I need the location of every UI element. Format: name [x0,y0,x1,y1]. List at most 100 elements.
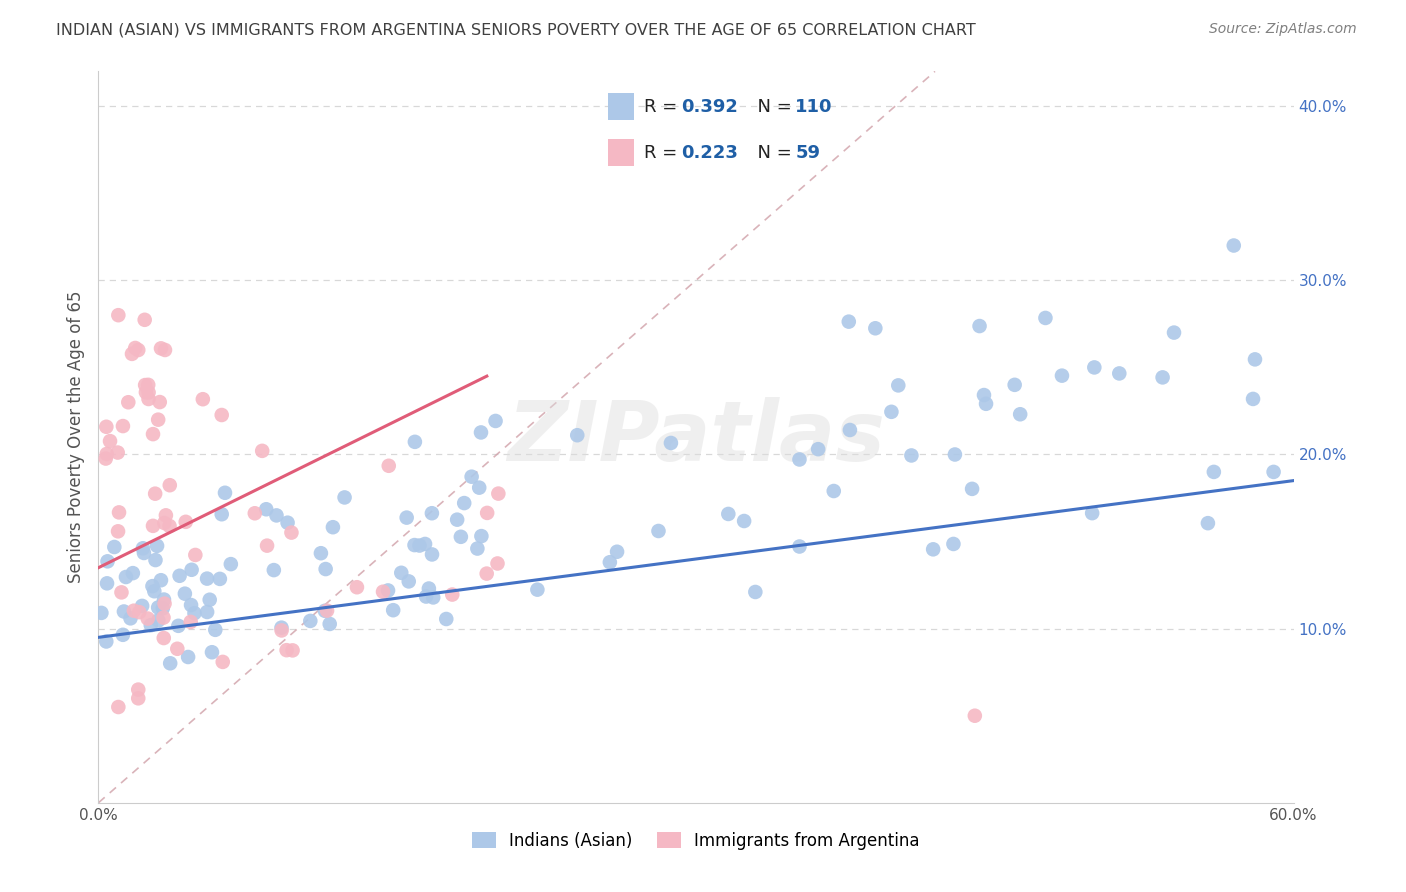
Point [180,615,202,629]
Point [124,341,146,355]
Point [155,508,177,523]
Text: R =: R = [644,97,683,116]
Point [823,483,845,498]
Point [420,506,443,520]
Point [211,408,233,422]
Point [195,605,218,619]
Point [1163,326,1185,340]
Point [195,572,218,586]
Point [96,447,118,461]
Point [263,563,285,577]
Point [470,529,492,543]
Text: INDIAN (ASIAN) VS IMMIGRANTS FROM ARGENTINA SENIORS POVERTY OVER THE AGE OF 65 C: INDIAN (ASIAN) VS IMMIGRANTS FROM ARGENT… [56,22,976,37]
Point [169,569,191,583]
Point [415,590,437,604]
Point [153,516,176,530]
Text: ZIPatlas: ZIPatlas [508,397,884,477]
Point [647,524,669,538]
Point [121,347,143,361]
Point [141,579,163,593]
Point [254,502,277,516]
Point [107,700,129,714]
Point [789,452,811,467]
Point [108,505,131,519]
Point [132,546,155,560]
Point [111,628,134,642]
Point [346,580,368,594]
Point [973,388,995,402]
Point [96,554,118,568]
Point [887,378,910,392]
Point [838,315,860,329]
Point [145,553,167,567]
Point [174,515,197,529]
Point [969,319,991,334]
Point [377,458,399,473]
Point [103,540,125,554]
Text: 59: 59 [796,144,820,161]
Point [128,605,150,619]
Point [470,425,492,440]
Point [1197,516,1219,531]
Point [256,539,278,553]
Point [135,385,157,400]
Point [107,308,129,322]
Point [389,566,412,580]
Point [717,507,740,521]
Point [243,506,266,520]
Point [211,507,233,521]
Point [486,486,509,500]
Point [413,537,436,551]
Point [159,657,181,671]
Point [111,419,134,434]
Point [659,436,682,450]
Point [1241,392,1264,406]
Point [180,598,202,612]
Point [148,412,170,426]
Point [149,395,172,409]
Point [1010,407,1032,421]
Point [219,557,242,571]
Point [1081,506,1104,520]
Point [148,614,170,628]
Point [173,587,195,601]
Point [191,392,214,407]
Point [526,582,548,597]
Point [404,434,426,449]
Point [404,538,426,552]
Point [112,605,135,619]
Point [371,584,394,599]
Point [900,449,922,463]
Point [211,655,233,669]
Point [138,385,160,400]
Legend: Indians (Asian), Immigrants from Argentina: Indians (Asian), Immigrants from Argenti… [465,825,927,856]
Point [134,313,156,327]
Point [316,604,339,618]
Point [98,434,121,449]
Point [744,585,766,599]
Point [139,618,162,632]
Point [143,584,166,599]
Point [789,540,811,554]
Point [153,592,176,607]
Point [159,478,181,492]
Point [1050,368,1073,383]
Point [146,600,169,615]
Point [107,445,129,459]
Point [96,419,118,434]
Point [408,539,430,553]
Point [183,606,205,620]
Text: Source: ZipAtlas.com: Source: ZipAtlas.com [1209,22,1357,37]
Point [1035,310,1057,325]
Point [1108,367,1130,381]
Point [117,395,139,409]
Point [214,485,236,500]
Point [166,641,188,656]
Point [606,545,628,559]
Point [107,524,129,539]
Text: R =: R = [644,144,683,161]
Bar [607,139,634,166]
Point [277,516,299,530]
Point [1202,465,1225,479]
Point [153,343,176,357]
